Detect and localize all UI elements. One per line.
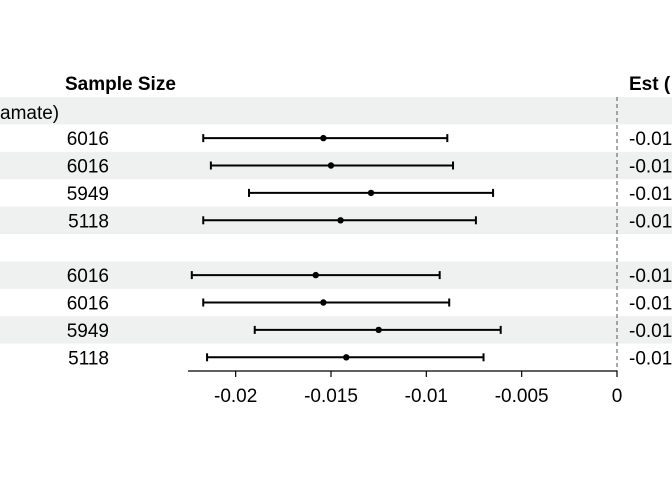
sample-size-value: 6016 [67,129,109,150]
point-estimate [337,217,344,224]
sample-size-value: 6016 [67,266,109,287]
point-estimate [327,162,335,169]
x-tick-label: 0 [612,386,623,407]
estimate-value: -0.01 [629,348,672,369]
sample-size-value: 5118 [68,348,109,369]
data-row: 5949 -0.01 [67,184,672,205]
x-tick-label: -0.005 [495,386,549,407]
group-label: amate) [0,103,59,124]
sample-size-value: 6016 [67,157,109,178]
estimate-value: -0.01 [629,211,672,232]
point-estimate [343,354,350,361]
data-row: 5949 -0.01 [67,321,672,342]
estimate-value: -0.01 [629,266,672,287]
sample-size-header: Sample Size [65,74,176,95]
x-tick-label: -0.015 [304,386,358,407]
sample-size-value: 5949 [67,321,109,342]
estimate-value: -0.01 [629,157,672,178]
row-band [0,97,672,125]
data-row: 5118 -0.01 [68,348,672,369]
data-row: 5118 -0.01 [68,211,672,232]
point-estimate [312,271,319,279]
x-axis: -0.02 -0.015 -0.01 -0.005 0 [188,97,622,407]
data-row: 6016 -0.01 [67,266,672,287]
data-row: 6016 -0.01 [67,294,672,315]
sample-size-value: 5118 [68,211,109,232]
point-estimate [375,326,382,334]
estimate-header: Est ( [629,74,671,95]
estimate-value: -0.01 [629,321,672,342]
data-row: 6016 -0.01 [67,157,672,178]
estimate-value: -0.01 [629,294,672,315]
estimate-value: -0.01 [629,184,672,205]
data-row: 6016 -0.01 [67,129,672,150]
point-estimate [367,189,375,197]
point-estimate [320,134,327,142]
estimate-value: -0.01 [629,129,672,150]
point-estimate [320,299,327,306]
x-tick-label: -0.02 [214,386,257,407]
sample-size-value: 6016 [67,294,109,315]
x-tick-label: -0.01 [405,386,448,407]
sample-size-value: 5949 [67,184,109,205]
